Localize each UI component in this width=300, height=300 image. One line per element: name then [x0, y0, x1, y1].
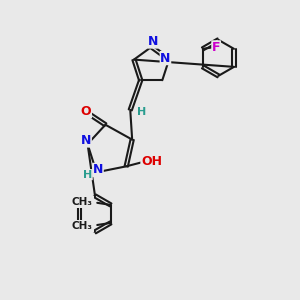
- Text: CH₃: CH₃: [72, 197, 93, 207]
- Text: N: N: [160, 52, 171, 64]
- Text: H: H: [137, 107, 146, 117]
- Text: N: N: [148, 35, 158, 48]
- Text: N: N: [81, 134, 91, 147]
- Text: O: O: [81, 105, 92, 118]
- Text: H: H: [83, 170, 92, 180]
- Text: OH: OH: [141, 155, 162, 168]
- Text: CH₃: CH₃: [72, 221, 93, 231]
- Text: F: F: [212, 41, 220, 54]
- Text: N: N: [93, 164, 103, 176]
